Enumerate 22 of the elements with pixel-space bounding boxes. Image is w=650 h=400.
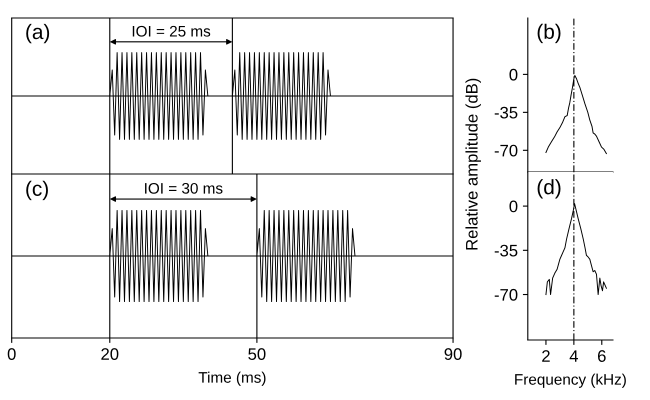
annotation: (b) (538, 24, 560, 44)
y-tick-label: 0 (509, 68, 518, 81)
x-axis-title: Frequency (kHz) (515, 374, 626, 388)
y-tick-label: -70 (494, 288, 518, 301)
text: IOI = 25 ms (132, 26, 210, 37)
y-tick-label: -35 (494, 106, 518, 119)
x-tick-label: 0 (8, 348, 16, 360)
x-tick-label: 20 (101, 348, 118, 360)
x-axis-title: Time (ms) (198, 372, 266, 386)
annotation: (d) (538, 179, 560, 198)
text: (a) (26, 24, 50, 44)
x-tick-label: 50 (248, 348, 266, 360)
x-tick-label: 4 (570, 350, 578, 362)
y-tick-label: -70 (494, 144, 518, 157)
x-tick-label: 6 (598, 350, 606, 362)
x-tick-label: 90 (444, 348, 462, 360)
text: (c) (26, 180, 48, 200)
x-tick-label: 2 (542, 350, 550, 362)
y-tick-label: -35 (494, 244, 518, 257)
text: IOI = 30 ms (145, 182, 222, 194)
y-axis-title: Relative amplitude (dB) (465, 78, 481, 250)
y-tick-label: 0 (509, 200, 518, 212)
